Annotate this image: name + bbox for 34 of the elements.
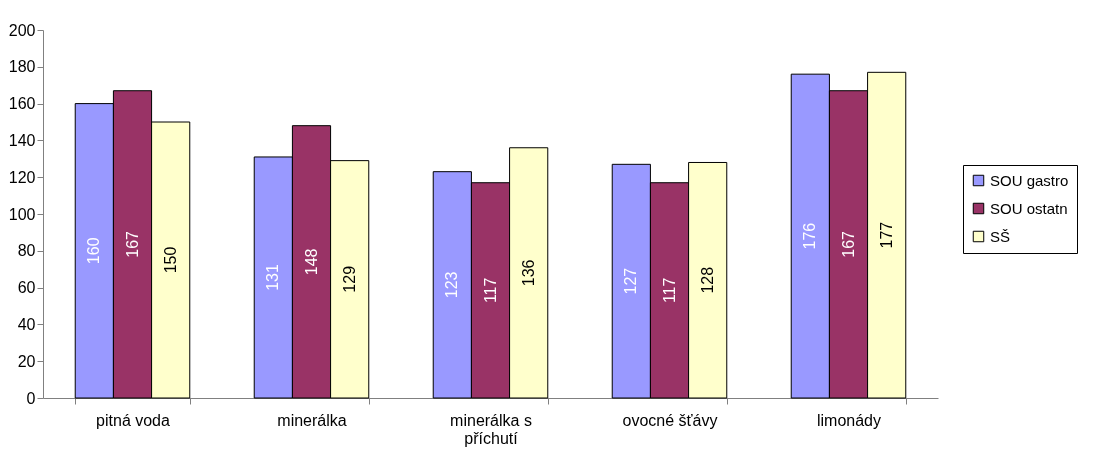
data-label: 167 [123,230,141,258]
y-tick-label: 120 [8,168,36,186]
data-label: 117 [481,277,499,304]
data-label: 160 [85,237,103,265]
x-tick-label: minerálka s příchutí [450,411,532,447]
data-label: 117 [660,277,678,304]
data-label: 123 [443,271,461,299]
data-label: 177 [877,221,895,249]
x-tick-label: minerálka [277,411,347,429]
y-tick-label: 100 [8,205,36,223]
y-tick-label: 180 [8,58,36,76]
data-label: 150 [161,246,179,274]
y-tick-label: 200 [8,21,36,39]
x-tick-label: ovocné šťávy [622,411,718,429]
data-label: 176 [801,222,819,250]
y-tick-label: 140 [8,131,36,149]
legend-label: SOU ostatn [990,199,1068,217]
data-label: 129 [340,265,358,293]
y-tick-label: 60 [17,279,36,297]
data-label: 148 [302,248,320,276]
y-tick-label: 20 [17,352,36,370]
x-tick-label: limonády [816,411,882,429]
data-label: 167 [839,230,857,258]
data-label: 128 [698,266,716,294]
legend-label: SŠ [990,227,1011,245]
data-label: 131 [264,264,282,291]
y-tick-label: 160 [8,95,36,113]
y-tick-label: 40 [17,315,36,333]
data-label: 127 [622,267,640,295]
x-tick-label: pitná voda [96,411,171,429]
legend-label: SOU gastro [990,171,1069,189]
y-tick-label: 80 [17,242,36,260]
y-tick-label: 0 [26,389,36,407]
data-label: 136 [519,259,537,287]
